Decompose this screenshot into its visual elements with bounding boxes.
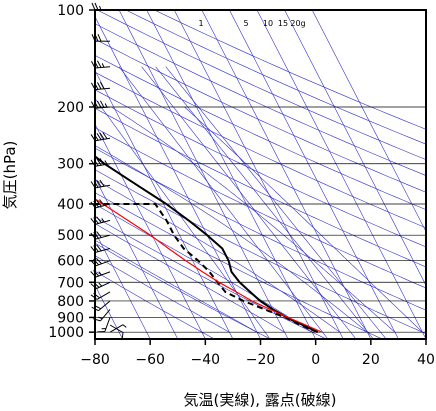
- wind-barb-flag: [101, 218, 105, 223]
- wind-barb-flag: [104, 103, 108, 108]
- wind-barb: [91, 81, 111, 91]
- wind-barb-flag: [104, 160, 108, 165]
- x-tick-label: 20: [362, 352, 380, 368]
- wind-barb-flag: [96, 231, 102, 238]
- wind-barb-flag: [96, 200, 102, 207]
- isotherm-line: [229, 10, 399, 339]
- x-tick-label: −40: [191, 352, 221, 368]
- mixing-ratio-line: [155, 66, 374, 339]
- y-tick-label: 200: [57, 100, 84, 116]
- isotherm-line: [95, 69, 234, 339]
- mixing-ratio-label: 10: [263, 19, 273, 28]
- wind-barb: [90, 216, 111, 225]
- isotherm-line: [201, 10, 372, 339]
- mixing-ratio-line: [165, 66, 387, 339]
- wind-barb-flag: [94, 2, 99, 11]
- wind-barb-flag: [99, 100, 105, 108]
- wind-barb-flag: [97, 330, 105, 333]
- dry-adiabat-line: [95, 127, 426, 289]
- dry-adiabat-line: [95, 147, 426, 311]
- x-tick-label: 40: [417, 352, 435, 368]
- mixing-ratio-line: [141, 66, 357, 339]
- dewpoint-line: [95, 203, 319, 334]
- wind-barb-flag: [99, 199, 105, 206]
- wind-barb-flag: [96, 158, 102, 166]
- wind-barb: [90, 132, 111, 142]
- y-tick-label: 800: [57, 294, 84, 310]
- y-tick-label: 300: [57, 157, 84, 173]
- wind-barb-flag: [101, 328, 106, 330]
- mixing-ratio-label: 15: [278, 19, 288, 28]
- wind-barb-flag: [96, 216, 102, 224]
- dry-adiabat-line: [97, 10, 426, 160]
- isotherm-line: [95, 16, 261, 339]
- wind-barb: [97, 317, 111, 333]
- wind-barb-flag: [99, 81, 105, 90]
- wind-barb-flag: [98, 282, 103, 287]
- dry-adiabat-line: [95, 55, 426, 211]
- mixing-ratio-labels: 1 5 10 15 20g: [198, 19, 305, 28]
- wind-barb-flag: [98, 316, 103, 320]
- isotherm-line: [95, 177, 179, 339]
- x-axis-title: 気温(実線), 露点(破線): [184, 391, 337, 409]
- isotherm-line: [95, 230, 151, 339]
- x-tick-label: 0: [311, 352, 320, 368]
- wind-barb-flag: [98, 271, 102, 276]
- wind-barb-staff: [109, 324, 124, 333]
- wind-barb-flag: [91, 2, 96, 11]
- dry-adiabat-line: [95, 192, 383, 339]
- y-tick-label: 900: [57, 310, 84, 326]
- mixing-ratio-label: 5: [243, 19, 248, 28]
- x-axis-ticks: −80 −60 −40 −20 0 20 40: [80, 339, 435, 368]
- isotherm-line: [118, 10, 289, 339]
- isotherm-line: [311, 10, 426, 233]
- y-tick-label: 700: [57, 275, 84, 291]
- wind-barb-flag: [96, 100, 102, 109]
- dry-adiabat-line: [95, 169, 426, 335]
- dry-adiabat-line: [95, 23, 426, 176]
- wind-barb-flag: [99, 158, 105, 166]
- dry-adiabat-line: [95, 71, 426, 229]
- wind-barb-flag: [96, 133, 102, 141]
- y-tick-label: 1000: [48, 325, 84, 341]
- mixing-ratio-line: [95, 97, 271, 339]
- wind-barb-flag: [96, 244, 102, 252]
- dry-adiabat-line: [125, 10, 426, 145]
- wind-barb-flag: [122, 324, 127, 328]
- x-tick-label: −60: [135, 352, 165, 368]
- y-tick-label: 500: [57, 228, 84, 244]
- wind-barb-flag: [101, 63, 105, 68]
- dry-adiabat-line: [95, 89, 426, 248]
- y-tick-label: 400: [57, 197, 84, 213]
- dry-adiabat-line: [95, 38, 426, 193]
- y-tick-label: 600: [57, 254, 84, 270]
- dry-adiabat-line: [95, 107, 426, 268]
- mixing-ratio-label: 20g: [290, 19, 305, 28]
- wind-barb-flag: [97, 34, 102, 42]
- x-tick-label: −20: [246, 352, 276, 368]
- isotherm-line: [173, 10, 344, 339]
- wind-barb-flag: [95, 257, 102, 265]
- series-layer: [95, 155, 323, 334]
- dry-adiabat-line: [95, 242, 271, 339]
- wind-barb-flag: [96, 180, 102, 188]
- wind-barb-flag: [99, 132, 105, 140]
- wind-barb-flag: [99, 179, 105, 187]
- parcel-line: [95, 198, 323, 333]
- mixing-ratio-label: 1: [198, 19, 203, 28]
- y-axis-title: 気圧(hPa): [1, 141, 19, 210]
- wind-barb-flag: [102, 132, 108, 139]
- y-tick-label: 100: [57, 3, 84, 19]
- isotherm-line: [146, 10, 316, 339]
- isotherm-line: [256, 10, 426, 339]
- wind-barb-flag: [96, 60, 102, 68]
- mixing-ratio-line: [118, 66, 329, 339]
- dry-adiabat-line: [95, 270, 215, 339]
- x-tick-label: −80: [80, 352, 110, 368]
- wind-barb-flag: [96, 82, 102, 90]
